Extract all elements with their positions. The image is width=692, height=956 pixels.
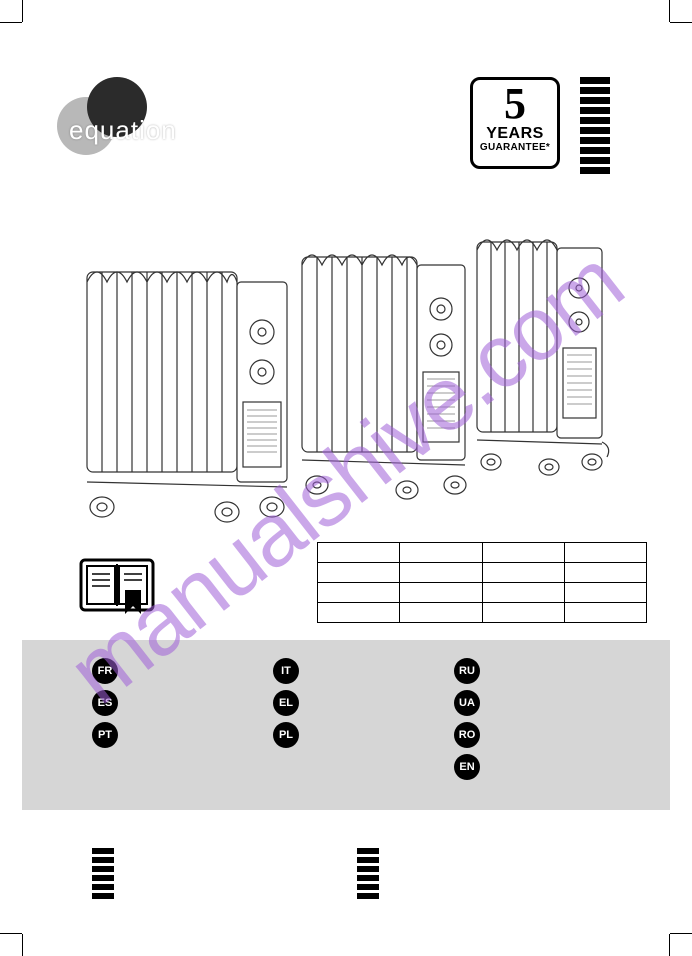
index-bar: [580, 137, 610, 144]
lang-item-en: EN: [454, 754, 615, 780]
lang-item-el: EL: [273, 690, 434, 716]
table-cell: [564, 603, 646, 623]
lang-item-pt: PT: [92, 722, 253, 748]
table-header: [400, 543, 482, 563]
lang-item-es: ES: [92, 690, 253, 716]
index-bar: [357, 893, 379, 899]
index-bar: [580, 127, 610, 134]
guarantee-years: YEARS: [473, 126, 557, 142]
spec-table: [317, 542, 647, 623]
index-bar: [92, 875, 114, 881]
table-row: [318, 543, 647, 563]
index-bar: [580, 117, 610, 124]
language-block: FR IT RU ES EL UA: [22, 640, 670, 810]
index-bar: [357, 866, 379, 872]
crop-mark: [669, 0, 670, 22]
crop-mark: [670, 22, 692, 23]
table-cell: [400, 563, 482, 583]
lang-code-badge: PT: [92, 722, 118, 748]
page: equation 5 YEARS GUARANTEE*: [22, 22, 670, 934]
table-row: [318, 603, 647, 623]
table-cell: [318, 583, 400, 603]
index-bars-top: [580, 77, 610, 174]
table-cell: [482, 583, 564, 603]
table-header: [482, 543, 564, 563]
crop-mark: [22, 0, 23, 22]
table-header: [318, 543, 400, 563]
guarantee-number: 5: [473, 84, 557, 124]
guarantee-label: GUARANTEE*: [473, 142, 557, 153]
crop-mark: [670, 933, 692, 934]
index-bar: [92, 866, 114, 872]
read-manual-icon: [77, 552, 157, 622]
guarantee-badge: 5 YEARS GUARANTEE*: [470, 77, 560, 169]
index-bar: [580, 167, 610, 174]
crop-mark: [0, 22, 22, 23]
table-cell: [564, 563, 646, 583]
lang-item-it: IT: [273, 658, 434, 684]
index-bar: [92, 848, 114, 854]
index-bar: [580, 147, 610, 154]
crop-mark: [22, 934, 23, 956]
index-bar: [580, 157, 610, 164]
lang-code-badge: EN: [454, 754, 480, 780]
table-header: [564, 543, 646, 563]
index-bar: [92, 893, 114, 899]
table-row: [318, 563, 647, 583]
index-bar: [357, 848, 379, 854]
index-bar: [580, 77, 610, 84]
index-bars-bottom-left: [92, 848, 114, 899]
lang-item-fr: FR: [92, 658, 253, 684]
index-bar: [580, 107, 610, 114]
lang-code-badge: FR: [92, 658, 118, 684]
table-cell: [318, 563, 400, 583]
lang-code-badge: PL: [273, 722, 299, 748]
lang-code-badge: EL: [273, 690, 299, 716]
crop-mark: [0, 933, 22, 934]
index-bar: [357, 857, 379, 863]
lang-code-badge: ES: [92, 690, 118, 716]
table-row: [318, 583, 647, 603]
table-cell: [564, 583, 646, 603]
table-cell: [482, 563, 564, 583]
index-bar: [580, 87, 610, 94]
lang-code-badge: UA: [454, 690, 480, 716]
index-bars-bottom-mid: [357, 848, 379, 899]
table-cell: [400, 603, 482, 623]
product-illustration: [77, 222, 617, 532]
lang-code-badge: RU: [454, 658, 480, 684]
brand-logo: equation: [57, 77, 212, 167]
crop-mark: [669, 934, 670, 956]
index-bar: [580, 97, 610, 104]
index-bar: [92, 884, 114, 890]
lang-item-pl: PL: [273, 722, 434, 748]
table-cell: [400, 583, 482, 603]
index-bar: [357, 884, 379, 890]
brand-name: equation: [69, 115, 177, 146]
lang-item-ro: RO: [454, 722, 615, 748]
table-cell: [482, 603, 564, 623]
table-cell: [318, 603, 400, 623]
lang-code-badge: IT: [273, 658, 299, 684]
lang-item-ru: RU: [454, 658, 615, 684]
lang-code-badge: RO: [454, 722, 480, 748]
lang-item-ua: UA: [454, 690, 615, 716]
index-bar: [92, 857, 114, 863]
index-bar: [357, 875, 379, 881]
